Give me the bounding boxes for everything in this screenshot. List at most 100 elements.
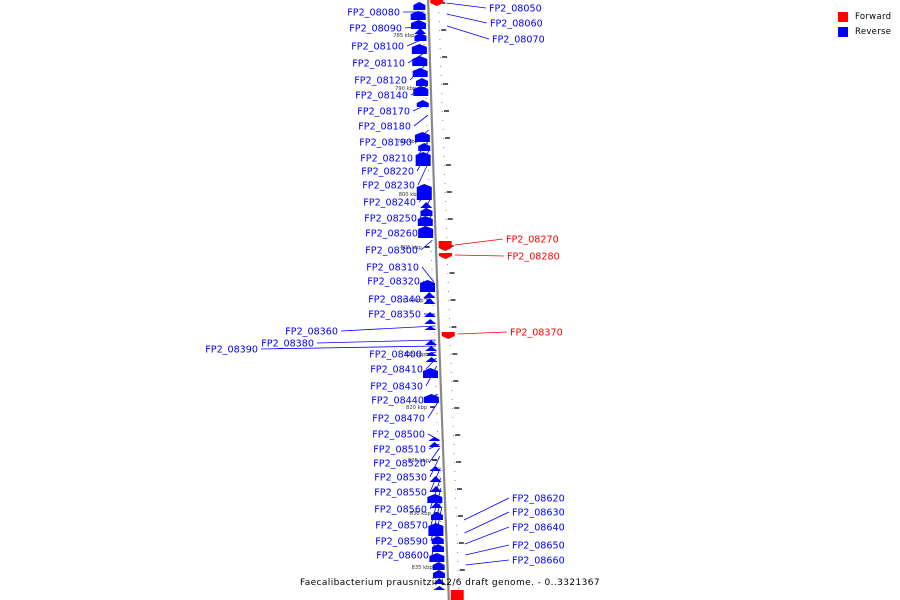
reverse-gene-block: [420, 202, 433, 208]
guide-dot: [455, 516, 457, 517]
reverse-gene-block: [411, 20, 427, 29]
scale-label: 830 kbp: [410, 511, 432, 517]
reverse-gene-label: FP2_08560: [374, 505, 427, 516]
reverse-leader-line: [412, 103, 428, 112]
reverse-gene-label: FP2_08440: [371, 396, 424, 407]
reverse-gene-label: FP2_08120: [354, 76, 407, 87]
forward-gene-label: FP2_08280: [507, 252, 560, 263]
guide-dot: [425, 107, 427, 108]
guide-dot: [442, 138, 444, 139]
forward-gene-block: [430, 0, 444, 6]
reverse-gene-label: FP2_08230: [362, 181, 415, 192]
guide-dot: [448, 318, 450, 319]
guide-dot: [445, 219, 447, 220]
reverse-gene-label: FP2_08530: [374, 473, 427, 484]
reverse-gene-label: FP2_08210: [360, 154, 413, 165]
reverse-gene-label: FP2_08390: [205, 345, 258, 356]
reverse-gene-block: [424, 340, 437, 345]
guide-dot: [444, 183, 446, 184]
forward-leader-line: [463, 497, 510, 521]
guide-dot: [439, 39, 441, 40]
guide-dot: [438, 476, 440, 477]
reverse-gene-block: [433, 578, 446, 584]
reverse-gene-label: FP2_08090: [349, 24, 402, 35]
reverse-gene-label: FP2_08320: [367, 277, 420, 288]
reverse-gene-label: FP2_08380: [261, 339, 314, 350]
reverse-gene-block: [429, 466, 442, 471]
guide-dot: [438, 12, 440, 13]
scale-label: 835 kbp: [412, 565, 434, 571]
reverse-gene-block: [416, 184, 432, 200]
reverse-leader-line: [410, 85, 428, 96]
reverse-gene-block: [432, 562, 445, 570]
guide-dot: [454, 489, 456, 490]
legend-reverse-label: Reverse: [855, 26, 892, 37]
guide-dot: [440, 84, 442, 85]
legend-reverse: Reverse: [838, 24, 891, 39]
guide-dot: [458, 588, 460, 589]
guide-dot: [442, 129, 444, 130]
reverse-gene-label: FP2_08140: [355, 91, 408, 102]
reverse-leader-line: [260, 345, 437, 350]
forward-gene-block: [438, 241, 452, 251]
guide-dot: [431, 269, 433, 270]
guide-dot: [448, 291, 450, 292]
guide-dot: [457, 570, 459, 571]
guide-dot: [441, 111, 443, 112]
forward-leader-line: [465, 559, 510, 566]
reverse-gene-label: FP2_08360: [285, 327, 338, 338]
guide-dot: [442, 120, 444, 121]
reverse-gene-block: [413, 2, 426, 10]
guide-dot: [446, 237, 448, 238]
reverse-gene-label: FP2_08110: [352, 59, 405, 70]
genome-backbone: [427, 0, 450, 600]
guide-dot: [438, 485, 440, 486]
reverse-gene-label: FP2_08260: [365, 229, 418, 240]
reverse-gene-block: [413, 86, 429, 96]
reverse-leader-line: [428, 447, 440, 464]
reverse-leader-line: [425, 357, 437, 370]
reverse-leader-line: [425, 365, 438, 387]
forward-leader-line: [465, 544, 510, 556]
reverse-gene-block: [424, 319, 437, 324]
reverse-leader-line: [413, 114, 429, 127]
reverse-leader-line: [426, 393, 438, 401]
reverse-gene-block: [428, 437, 441, 441]
forward-gene-label: FP2_08070: [492, 35, 545, 46]
scale-label: 785 kbp: [393, 33, 415, 39]
guide-dot: [444, 174, 446, 175]
guide-dot: [430, 242, 432, 243]
reverse-gene-block: [423, 298, 436, 304]
reverse-leader-line: [419, 197, 432, 219]
scale-label: 815 kbp: [404, 352, 426, 358]
reverse-gene-label: FP2_08340: [368, 295, 421, 306]
reverse-leader-line: [424, 351, 437, 355]
guide-dot: [441, 93, 443, 94]
legend: Forward Reverse: [838, 9, 891, 39]
reverse-gene-label: FP2_08550: [374, 488, 427, 499]
reverse-swatch: [838, 26, 848, 37]
reverse-gene-block: [433, 586, 446, 590]
reverse-gene-label: FP2_08250: [364, 214, 417, 225]
forward-leader-line: [457, 331, 508, 335]
guide-dot: [448, 300, 450, 301]
guide-dot: [439, 494, 441, 495]
reverse-gene-label: FP2_08170: [357, 107, 410, 118]
guide-dot: [444, 192, 446, 193]
reverse-leader-line: [340, 325, 436, 332]
reverse-gene-block: [430, 486, 443, 492]
reverse-leader-line: [429, 455, 441, 478]
reverse-leader-line: [416, 149, 430, 172]
reverse-gene-block: [428, 523, 444, 536]
legend-forward: Forward: [838, 9, 891, 24]
guide-dot: [438, 467, 440, 468]
reverse-leader-line: [421, 266, 435, 283]
reverse-gene-label: FP2_08520: [373, 459, 426, 470]
guide-dot: [456, 543, 458, 544]
reverse-leader-line: [430, 497, 442, 542]
guide-dot: [431, 260, 433, 261]
guide-dot: [449, 345, 451, 346]
forward-leader-line: [446, 2, 487, 9]
reverse-leader-line: [427, 433, 440, 441]
reverse-leader-line: [427, 401, 439, 419]
